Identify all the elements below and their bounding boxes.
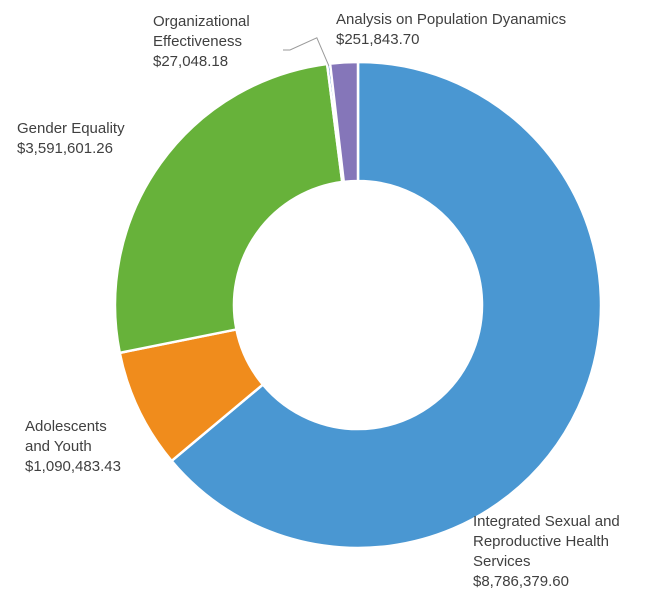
label-value: $8,786,379.60 [473, 573, 569, 590]
slice-integrated-sexual-reproductive-health [169, 60, 603, 550]
label-line: Integrated Sexual and [473, 513, 620, 530]
leader-line [283, 37, 330, 66]
label-value: $3,591,601.26 [17, 140, 113, 157]
label-organizational-effectiveness: Organizational Effectiveness $27,048.18 [153, 12, 250, 72]
label-analysis-population-dynamics: Analysis on Population Dyanamics $251,84… [336, 10, 566, 50]
label-integrated-sexual-reproductive-health: Integrated Sexual and Reproductive Healt… [473, 512, 620, 592]
label-line: Effectiveness [153, 33, 242, 50]
slice-gender-equality [113, 62, 344, 355]
label-line: Services [473, 553, 531, 570]
label-line: Gender Equality [17, 120, 125, 137]
label-value: $27,048.18 [153, 53, 229, 70]
label-line: Reproductive Health [473, 533, 609, 550]
label-adolescents-and-youth: Adolescents and Youth $1,090,483.43 [25, 417, 121, 477]
label-line: Organizational [153, 13, 250, 30]
label-line: and Youth [25, 438, 92, 455]
label-line: Adolescents [25, 418, 107, 435]
label-value: $251,843.70 [336, 31, 420, 48]
slice-analysis-population-dynamics [328, 60, 360, 184]
label-value: $1,090,483.43 [25, 458, 121, 475]
label-gender-equality: Gender Equality $3,591,601.26 [17, 119, 125, 159]
label-line: Analysis on Population Dyanamics [336, 11, 567, 28]
